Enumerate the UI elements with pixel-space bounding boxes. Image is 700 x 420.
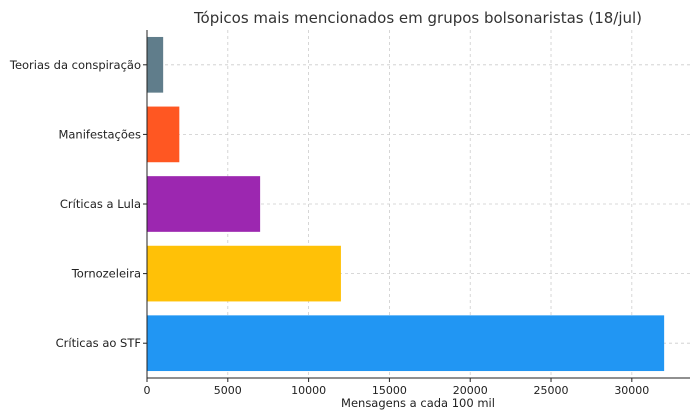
x-tick-label: 0 (144, 384, 151, 397)
chart-title: Tópicos mais mencionados em grupos bolso… (193, 9, 642, 27)
x-tick-label: 30000 (614, 384, 649, 397)
x-tick-label: 5000 (214, 384, 242, 397)
bar (147, 176, 261, 232)
bar (147, 245, 341, 302)
y-category-label: Críticas ao STF (56, 336, 141, 350)
bar (147, 315, 665, 372)
y-category-label: Teorias da conspiração (9, 58, 141, 72)
x-tick-label: 10000 (291, 384, 326, 397)
bars-layer (147, 36, 665, 372)
bar (147, 36, 164, 93)
x-ticks: 0 5000 10000 15000 20000 25000 30000 (143, 64, 649, 397)
y-category-label: Críticas a Lula (60, 197, 141, 211)
y-category-label: Tornozeleira (71, 267, 141, 281)
y-category-labels: Críticas ao STF Tornozeleira Críticas a Lu… (9, 58, 141, 350)
x-tick-label: 20000 (453, 384, 488, 397)
y-category-label: Manifestações (58, 127, 141, 141)
x-tick-label: 25000 (534, 384, 569, 397)
x-tick-label: 15000 (372, 384, 407, 397)
x-axis-label: Mensagens a cada 100 mil (341, 396, 495, 410)
bar (147, 106, 180, 163)
